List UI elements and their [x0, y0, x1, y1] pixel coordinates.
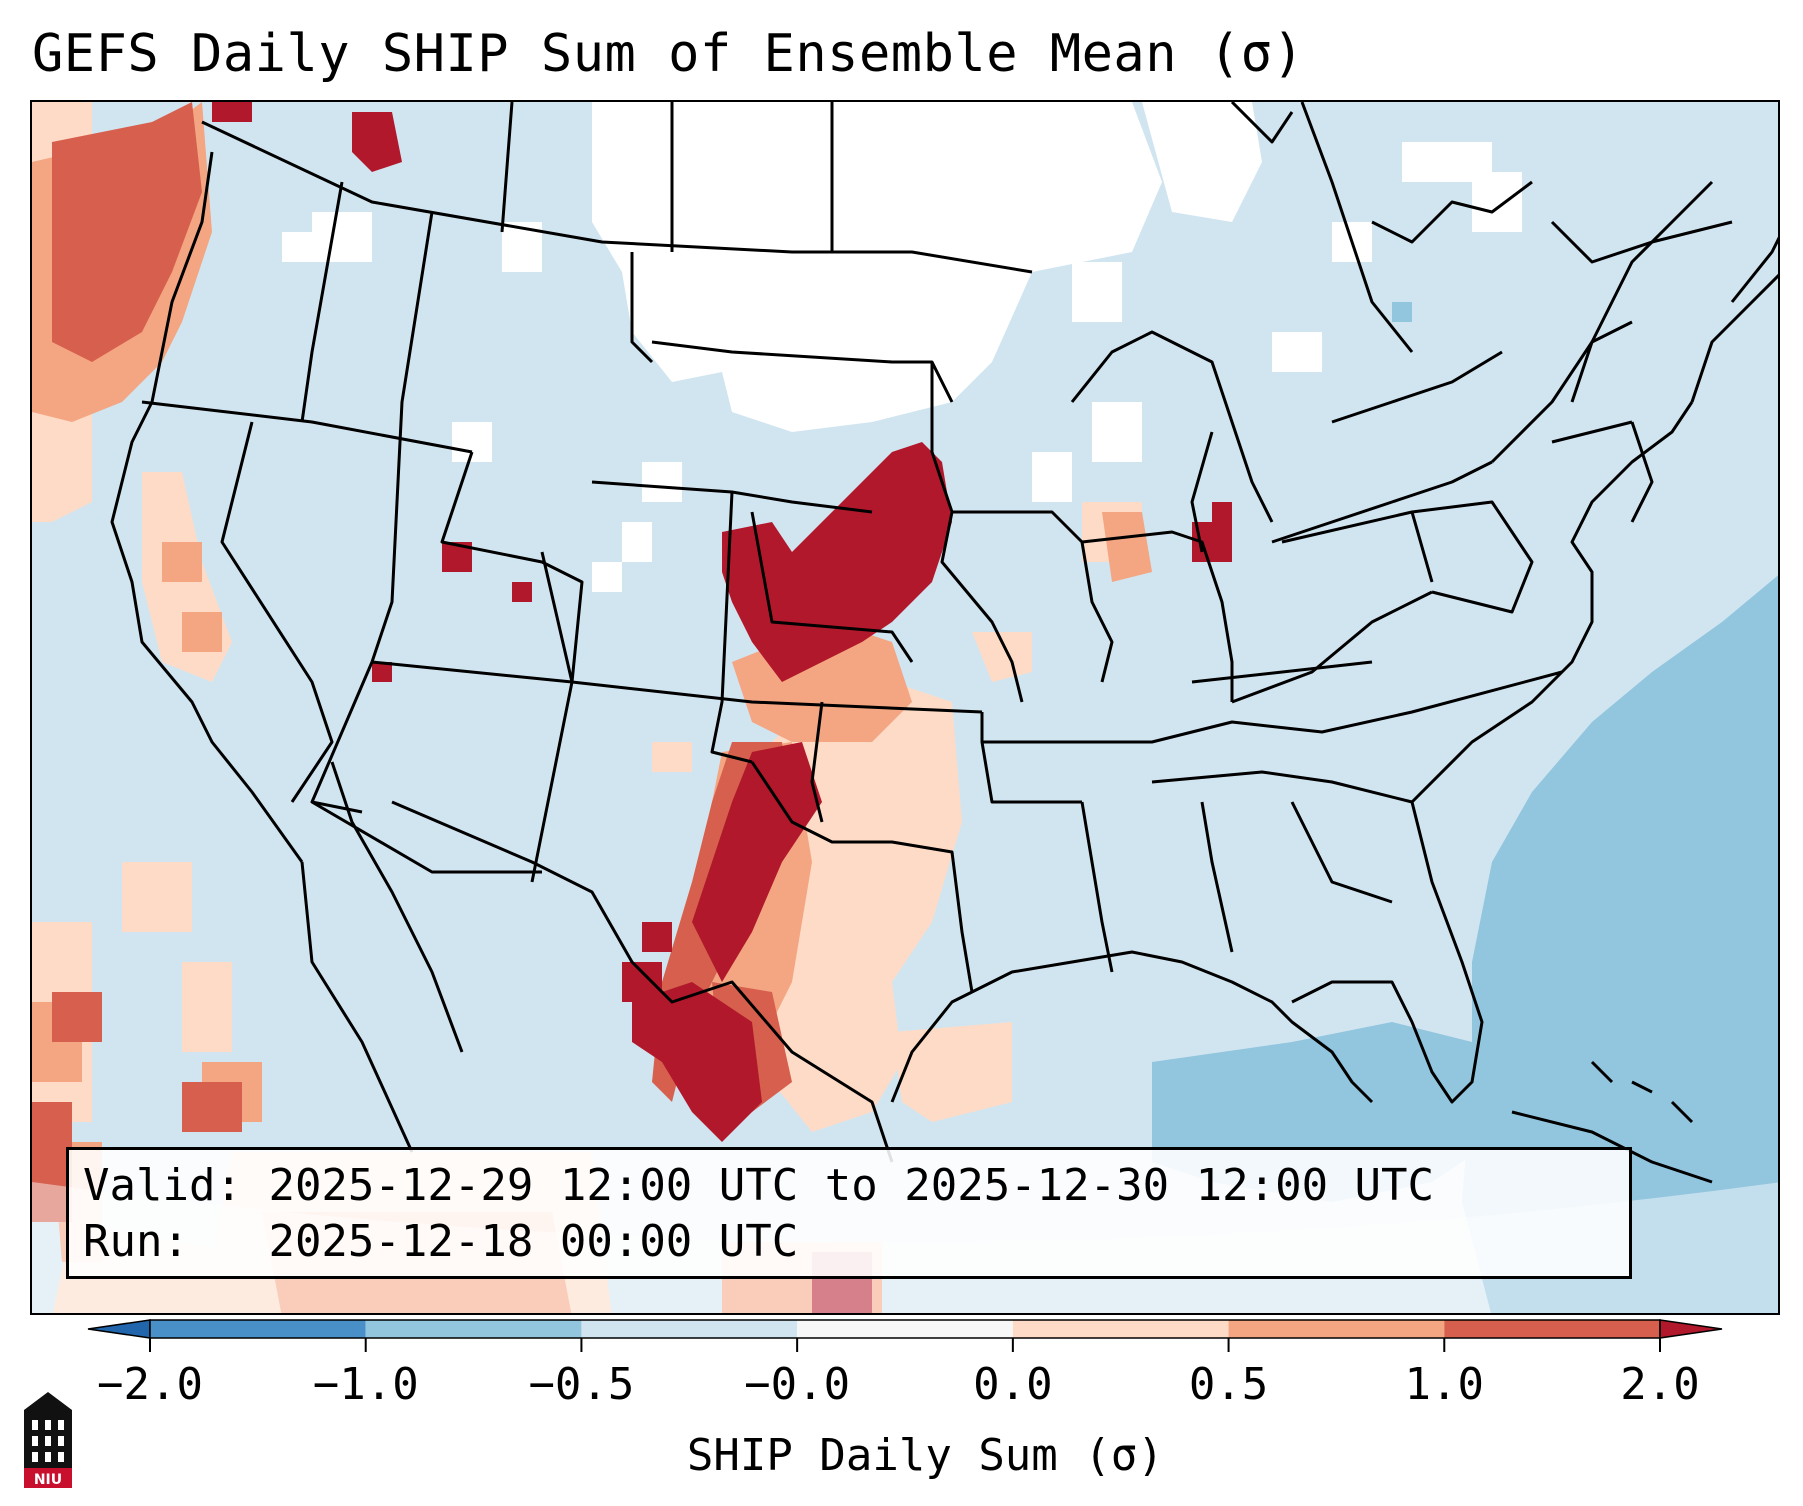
colorbar-tick-label: −0.0: [744, 1359, 851, 1410]
info-box: Valid: 2025-12-29 12:00 UTC to 2025-12-3…: [66, 1147, 1632, 1279]
colorbar-over-arrow: [1659, 1319, 1723, 1339]
valid-value: 2025-12-29 12:00 UTC to 2025-12-30 12:00…: [268, 1160, 1435, 1211]
field-neutral-areas: [282, 102, 1522, 592]
colorbar-tick-label: −1.0: [312, 1359, 419, 1410]
valid-line: Valid: 2025-12-29 12:00 UTC to 2025-12-3…: [83, 1158, 1629, 1214]
colorbar-bin: [1228, 1320, 1445, 1338]
niu-logo: NIU: [24, 1392, 72, 1488]
colorbar-tick-label: 2.0: [1620, 1359, 1700, 1410]
colorbar-bin: [1444, 1320, 1660, 1338]
colorbar-bin: [797, 1320, 1013, 1338]
run-value: 2025-12-18 00:00 UTC: [268, 1216, 799, 1267]
colorbar-bin: [365, 1320, 582, 1338]
colorbar-bin: [581, 1320, 798, 1338]
colorbar: [87, 1319, 1723, 1352]
logo-banner: [24, 1468, 72, 1488]
colorbar-outline: [149, 1319, 1661, 1339]
logo-text: NIU: [34, 1472, 62, 1488]
colorbar-tick-label: −0.5: [528, 1359, 635, 1410]
colorbar-tick-label: −2.0: [97, 1359, 203, 1410]
run-line: Run: 2025-12-18 00:00 UTC: [83, 1214, 1629, 1270]
colorbar-under-arrow: [87, 1319, 151, 1339]
colorbar-tick-label: 1.0: [1404, 1359, 1485, 1410]
colorbar-label: SHIP Daily Sum (σ): [686, 1430, 1164, 1481]
ship-field-map: [32, 102, 1778, 1313]
run-label: Run:: [83, 1216, 189, 1267]
colorbar-bin: [150, 1320, 366, 1338]
map-title: GEFS Daily SHIP Sum of Ensemble Mean (σ): [32, 24, 1305, 84]
map-panel: [30, 100, 1780, 1315]
colorbar-tick-label: 0.0: [973, 1359, 1053, 1410]
boundary-lines: [110, 102, 1778, 1184]
colorbar-bin: [1012, 1320, 1229, 1338]
colorbar-tick-label: 0.5: [1188, 1359, 1269, 1410]
valid-label: Valid:: [83, 1160, 242, 1211]
